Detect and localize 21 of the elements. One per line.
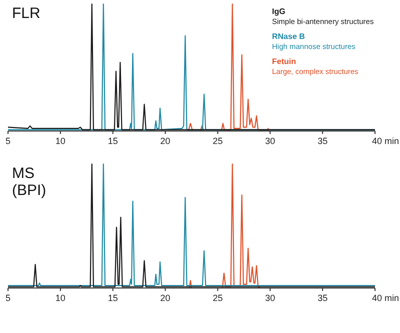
x-tick-label: 40 min xyxy=(372,136,400,146)
text: IgG xyxy=(272,7,286,16)
x-tick-label: 30 xyxy=(265,293,276,303)
text: RNase B xyxy=(272,32,306,41)
x-tick-label: 20 xyxy=(160,293,170,303)
x-tick-label: 25 xyxy=(212,136,223,146)
x-tick-label: 10 xyxy=(55,136,66,146)
chart-title: FLR xyxy=(12,5,41,22)
x-tick-label: 25 xyxy=(212,293,223,303)
x-tick-label: 10 xyxy=(55,293,66,303)
x-tick-label: 35 xyxy=(318,293,328,303)
x-tick-label: 20 xyxy=(160,136,170,146)
text: MS (BPI) xyxy=(12,165,46,199)
x-tick-label: 30 xyxy=(265,136,276,146)
x-tick-label: 5 xyxy=(5,293,11,303)
x-tick-label: 40 min xyxy=(372,293,400,303)
x-tick-label: 35 xyxy=(318,136,328,146)
x-tick-label: 15 xyxy=(108,136,118,146)
text: Fetuin xyxy=(272,57,296,66)
x-tick-label: 15 xyxy=(108,293,118,303)
x-tick-label: 5 xyxy=(5,136,11,146)
